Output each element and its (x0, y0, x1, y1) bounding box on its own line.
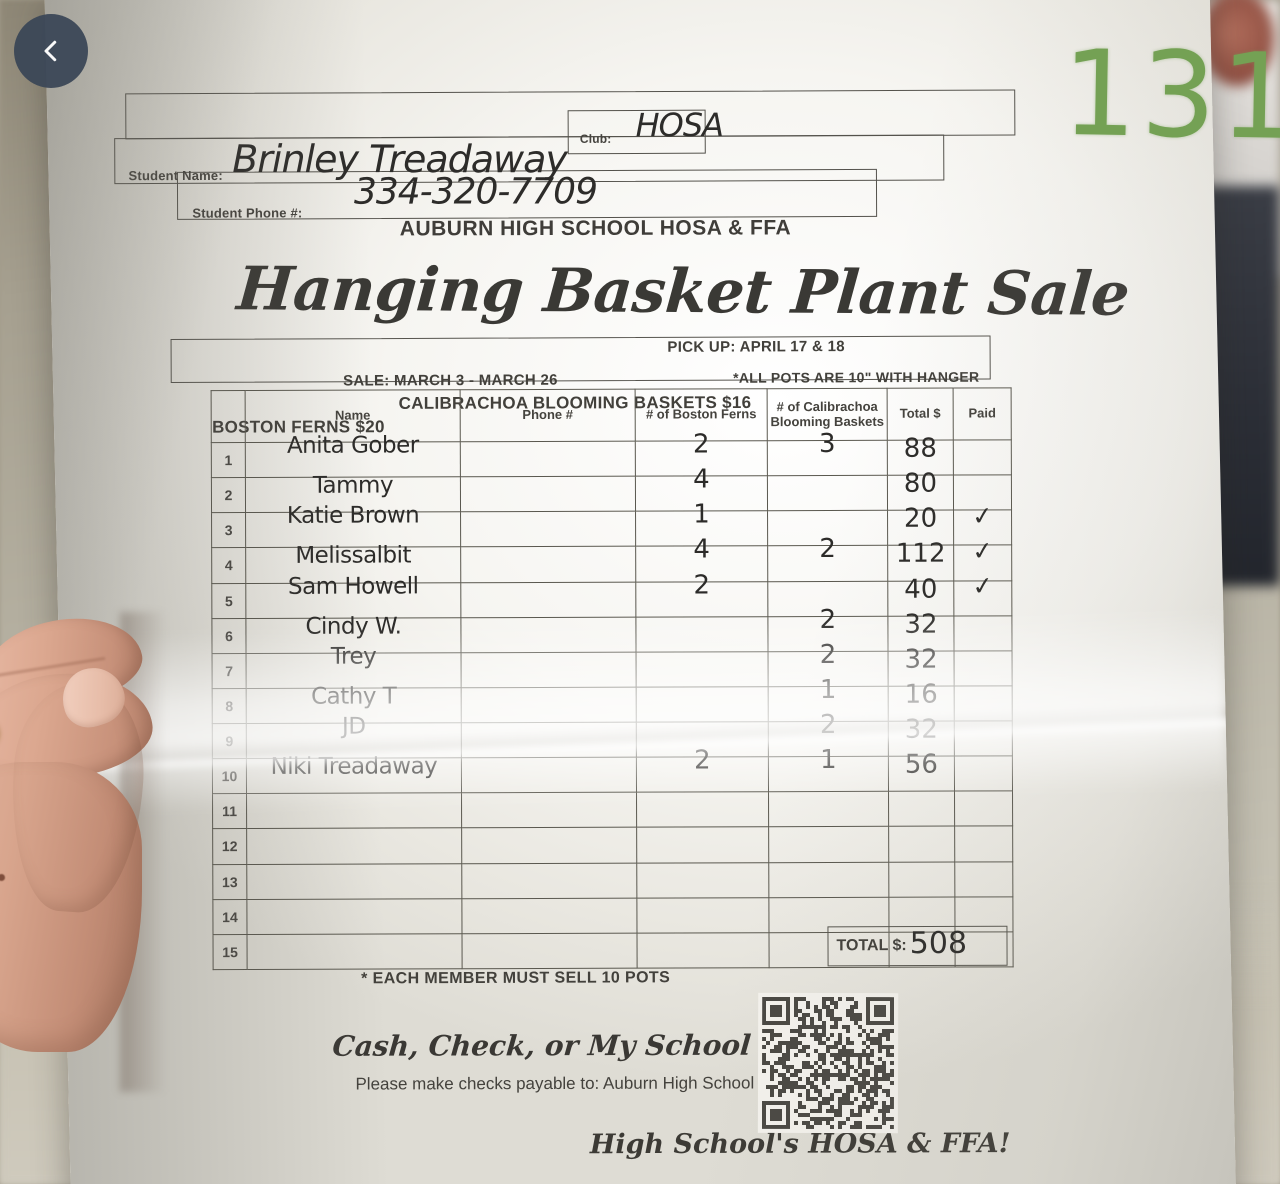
chevron-left-icon (44, 40, 57, 62)
skin-mark (0, 874, 5, 881)
marker-number: 131 (1060, 23, 1280, 167)
paper-surface: Student Name: Student Phone #: Club: Bri… (44, 0, 1237, 1184)
back-button[interactable] (14, 14, 88, 88)
qr-code-icon (757, 992, 899, 1134)
paper-glare-band (58, 609, 1228, 815)
form-content: Student Name: Student Phone #: Club: Bri… (45, 0, 1237, 1184)
palm (0, 762, 142, 1052)
background-person-head (1200, 0, 1274, 86)
order-form-paper: Student Name: Student Phone #: Club: Bri… (44, 0, 1237, 1184)
hand-holding-paper (0, 605, 185, 1092)
